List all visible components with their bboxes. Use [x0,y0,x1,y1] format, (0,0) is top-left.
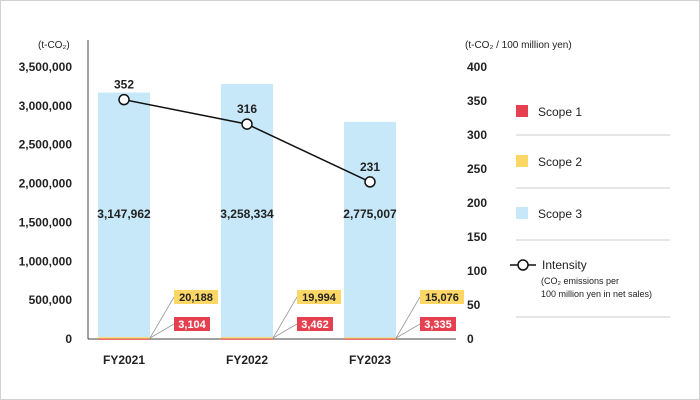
scope3-bar [344,121,396,338]
right-axis-unit: (t-CO₂ / 100 million yen) [465,40,572,51]
callouts: 20,188 3,104 19,994 3,462 15,076 3,335 [149,290,464,339]
scope1-bar [221,338,273,340]
scope1-value-label: 3,462 [301,319,329,331]
intensity-line: 352 316 231 [114,78,380,188]
left-tick-label: 3,000,000 [19,99,73,113]
left-axis-unit: (t-CO₂) [38,40,70,51]
left-tick-label: 2,500,000 [19,138,73,152]
scope2-tag [420,290,464,304]
scope2-leader-line [272,296,298,339]
left-tick-label: 1,500,000 [19,215,73,229]
right-tick-label: 0 [467,332,474,346]
scope1-tag [420,317,456,331]
scope2-value-label: 19,994 [302,292,337,304]
right-tick-label: 350 [467,94,487,108]
legend-intensity-note: 100 million yen in net sales) [541,289,652,299]
category-label: FY2023 [349,353,391,367]
scope2-leader-line [149,296,175,339]
scope2-bar [221,337,273,339]
legend: Scope 1 Scope 2 Scope 3 Intensity (CO₂ e… [510,105,670,318]
scope2-value-label: 20,188 [179,292,213,304]
right-tick-label: 200 [467,196,487,210]
scope2-bar [344,337,396,339]
legend-intensity-label: Intensity [542,258,587,272]
left-tick-label: 0 [65,332,72,346]
scope1-leader-line [272,323,298,339]
legend-scope2-label: Scope 2 [538,155,582,169]
scope2-bar [98,337,150,339]
legend-intensity-note: (CO₂ emissions per [541,276,619,286]
right-tick-label: 50 [467,298,481,312]
category-label: FY2021 [103,353,145,367]
legend-scope2-swatch [516,155,528,167]
right-tick-label: 100 [467,264,487,278]
legend-scope3-swatch [516,207,528,219]
left-tick-label: 500,000 [29,293,73,307]
scope1-leader-line [395,323,421,339]
scope2-leader-line [395,296,421,339]
scope2-tag [174,290,218,304]
left-tick-label: 2,000,000 [19,177,73,191]
right-tick-label: 300 [467,128,487,142]
legend-scope1-swatch [516,105,528,117]
intensity-value-label: 352 [114,78,134,92]
scope3-value-label: 3,258,334 [220,207,274,221]
legend-scope1-label: Scope 1 [538,105,582,119]
scope1-leader-line [149,323,175,339]
scope3-bar [98,92,150,338]
scope1-bar [98,338,150,340]
right-axis: 0 50 100 150 200 250 300 350 400 [467,60,487,346]
bars: 3,147,962 FY2021 3,258,334 FY2022 2,775,007 F… [97,83,397,367]
scope3-value-label: 2,775,007 [343,207,397,221]
left-axis: 0 500,000 1,000,000 1,500,000 2,000,000 2,500… [19,60,73,346]
scope1-value-label: 3,335 [424,319,452,331]
scope1-bar [344,338,396,340]
scope3-value-label: 3,147,962 [97,207,151,221]
left-tick-label: 3,500,000 [19,60,73,74]
scope1-value-label: 3,104 [178,319,206,331]
scope1-tag [174,317,210,331]
category-label: FY2022 [226,353,268,367]
scope2-tag [297,290,341,304]
right-tick-label: 400 [467,60,487,74]
right-tick-label: 250 [467,162,487,176]
left-tick-label: 1,000,000 [19,254,73,268]
intensity-point [118,93,130,106]
legend-scope3-label: Scope 3 [538,207,582,221]
scope1-tag [297,317,333,331]
right-tick-label: 150 [467,230,487,244]
intensity-point [364,176,376,188]
intensity-value-label: 231 [360,160,380,174]
legend-intensity-marker [517,259,529,271]
intensity-value-label: 316 [237,102,257,116]
scope2-value-label: 15,076 [425,292,459,304]
intensity-point [241,118,253,130]
